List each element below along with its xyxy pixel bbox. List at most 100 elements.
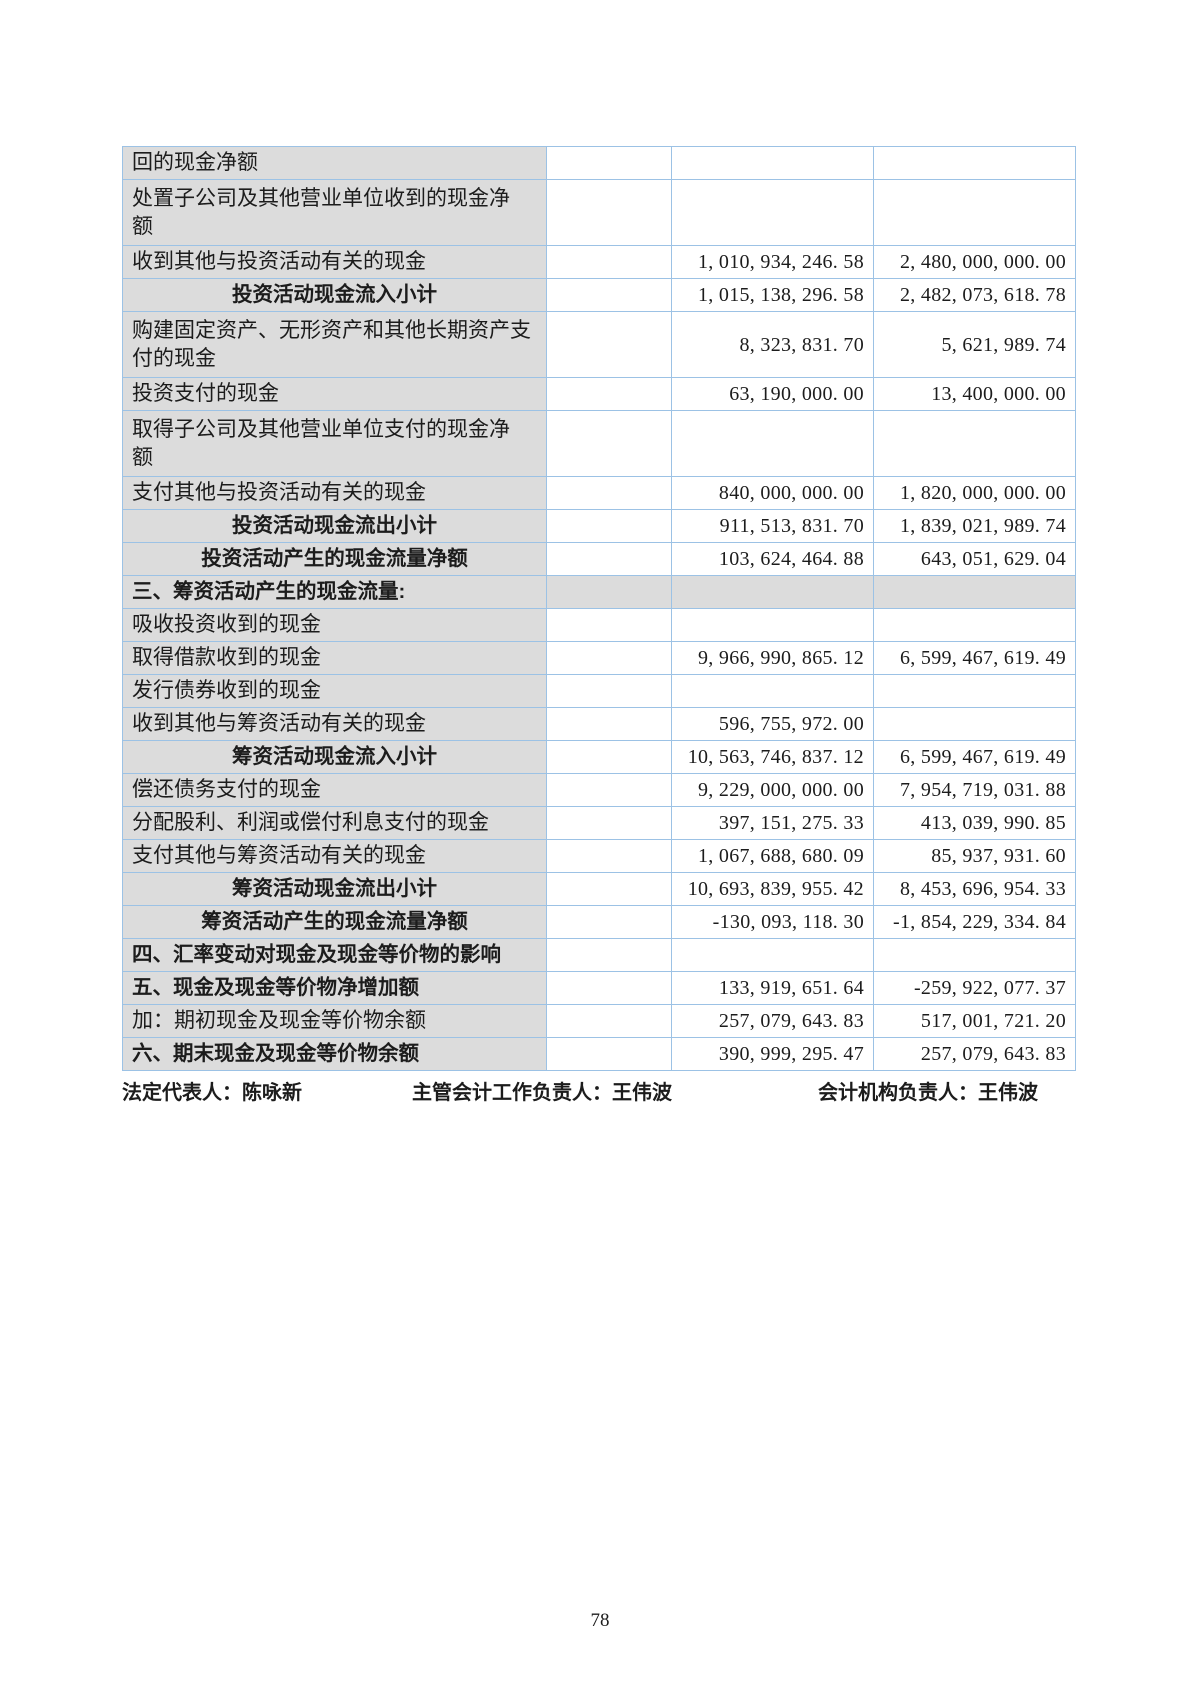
table-row: 筹资活动现金流出小计 10, 693, 839, 955. 42 8, 453, 6… [122,872,1076,906]
value-cell-current: 9, 966, 990, 865. 12 [671,641,874,675]
row-label-cell: 支付其他与筹资活动有关的现金 [122,839,547,873]
signatories: 法定代表人：陈咏新 主管会计工作负责人：王伟波 会计机构负责人：王伟波 [0,1076,1200,1110]
value-cell-prior: 7, 954, 719, 031. 88 [873,773,1076,807]
value-cell-prior: 6, 599, 467, 619. 49 [873,740,1076,774]
row-label-cell: 收到其他与筹资活动有关的现金 [122,707,547,741]
table-row: 处置子公司及其他营业单位收到的现金净 额 [122,179,1076,246]
table-body: 回的现金净额 处置子公司及其他营业单位收到的现金净 额收到其他与投资活动有关的现金… [122,146,1076,1071]
note-cell [546,674,672,708]
value-cell-current: 10, 563, 746, 837. 12 [671,740,874,774]
value-cell-prior: 85, 937, 931. 60 [873,839,1076,873]
note-cell [546,872,672,906]
table-row: 取得借款收到的现金 9, 966, 990, 865. 12 6, 599, 467… [122,641,1076,675]
value-cell-prior [873,608,1076,642]
row-label-cell: 四、汇率变动对现金及现金等价物的影响 [122,938,547,972]
note-cell [546,575,672,609]
value-cell-current [671,674,874,708]
note-cell [546,476,672,510]
value-cell-prior [873,938,1076,972]
row-label-cell: 收到其他与投资活动有关的现金 [122,245,547,279]
value-cell-current: 1, 010, 934, 246. 58 [671,245,874,279]
value-cell-current: 257, 079, 643. 83 [671,1004,874,1038]
row-label-cell: 筹资活动产生的现金流量净额 [122,905,547,939]
value-cell-current [671,608,874,642]
value-cell-current: 10, 693, 839, 955. 42 [671,872,874,906]
value-cell-prior: -1, 854, 229, 334. 84 [873,905,1076,939]
table-row: 六、期末现金及现金等价物余额 390, 999, 295. 47 257, 079,… [122,1037,1076,1071]
table-row: 投资活动现金流入小计 1, 015, 138, 296. 58 2, 482, 07… [122,278,1076,312]
note-cell [546,410,672,477]
table-row: 偿还债务支付的现金 9, 229, 000, 000. 00 7, 954, 719… [122,773,1076,807]
table-row: 四、汇率变动对现金及现金等价物的影响 [122,938,1076,972]
row-label-cell: 购建固定资产、无形资产和其他长期资产支 付的现金 [122,311,547,378]
value-cell-prior: 2, 480, 000, 000. 00 [873,245,1076,279]
value-cell-current: 1, 015, 138, 296. 58 [671,278,874,312]
row-label-cell: 支付其他与投资活动有关的现金 [122,476,547,510]
value-cell-prior [873,674,1076,708]
value-cell-prior: 8, 453, 696, 954. 33 [873,872,1076,906]
table-row: 加：期初现金及现金等价物余额 257, 079, 643. 83 517, 001,… [122,1004,1076,1038]
value-cell-prior: 517, 001, 721. 20 [873,1004,1076,1038]
table-row: 投资支付的现金 63, 190, 000. 00 13, 400, 000. 00 [122,377,1076,411]
note-cell [546,740,672,774]
note-cell [546,146,672,180]
value-cell-prior: 5, 621, 989. 74 [873,311,1076,378]
value-cell-prior [873,575,1076,609]
row-label-cell: 筹资活动现金流出小计 [122,872,547,906]
value-cell-prior: 643, 051, 629. 04 [873,542,1076,576]
row-label-cell: 六、期末现金及现金等价物余额 [122,1037,547,1071]
row-label-cell: 五、现金及现金等价物净增加额 [122,971,547,1005]
row-label-cell: 取得借款收到的现金 [122,641,547,675]
accounting-department-head: 会计机构负责人：王伟波 [818,1082,1038,1104]
row-label-cell: 投资活动产生的现金流量净额 [122,542,547,576]
note-cell [546,377,672,411]
note-cell [546,542,672,576]
value-cell-prior: 257, 079, 643. 83 [873,1037,1076,1071]
value-cell-current: 1, 067, 688, 680. 09 [671,839,874,873]
value-cell-current [671,146,874,180]
value-cell-prior: 1, 820, 000, 000. 00 [873,476,1076,510]
table-row: 收到其他与投资活动有关的现金 1, 010, 934, 246. 58 2, 480… [122,245,1076,279]
note-cell [546,773,672,807]
note-cell [546,839,672,873]
row-label-cell: 取得子公司及其他营业单位支付的现金净 额 [122,410,547,477]
table-row: 支付其他与投资活动有关的现金 840, 000, 000. 00 1, 820, 0… [122,476,1076,510]
note-cell [546,608,672,642]
value-cell-prior: 2, 482, 073, 618. 78 [873,278,1076,312]
note-cell [546,1004,672,1038]
value-cell-current: 390, 999, 295. 47 [671,1037,874,1071]
note-cell [546,509,672,543]
row-label-cell: 吸收投资收到的现金 [122,608,547,642]
value-cell-current: 103, 624, 464. 88 [671,542,874,576]
value-cell-prior [873,410,1076,477]
value-cell-current: 596, 755, 972. 00 [671,707,874,741]
row-label-cell: 投资支付的现金 [122,377,547,411]
value-cell-current: 133, 919, 651. 64 [671,971,874,1005]
value-cell-prior: 1, 839, 021, 989. 74 [873,509,1076,543]
row-label-cell: 加：期初现金及现金等价物余额 [122,1004,547,1038]
note-cell [546,179,672,246]
value-cell-prior: 413, 039, 990. 85 [873,806,1076,840]
table-row: 三、筹资活动产生的现金流量: [122,575,1076,609]
legal-representative: 法定代表人：陈咏新 [122,1082,302,1104]
note-cell [546,311,672,378]
cash-flow-table: 回的现金净额 处置子公司及其他营业单位收到的现金净 额收到其他与投资活动有关的现金… [122,146,1076,1071]
table-row: 支付其他与筹资活动有关的现金 1, 067, 688, 680. 09 85, 93… [122,839,1076,873]
value-cell-prior [873,146,1076,180]
row-label-cell: 处置子公司及其他营业单位收到的现金净 额 [122,179,547,246]
table-row: 购建固定资产、无形资产和其他长期资产支 付的现金 8, 323, 831. 70 5… [122,311,1076,378]
value-cell-current [671,179,874,246]
value-cell-current: 911, 513, 831. 70 [671,509,874,543]
value-cell-current: 397, 151, 275. 33 [671,806,874,840]
note-cell [546,1037,672,1071]
value-cell-prior: 6, 599, 467, 619. 49 [873,641,1076,675]
value-cell-current [671,938,874,972]
value-cell-prior [873,707,1076,741]
chief-accounting-officer: 主管会计工作负责人：王伟波 [412,1082,672,1104]
note-cell [546,707,672,741]
row-label-cell: 回的现金净额 [122,146,547,180]
note-cell [546,806,672,840]
value-cell-prior: -259, 922, 077. 37 [873,971,1076,1005]
note-cell [546,641,672,675]
